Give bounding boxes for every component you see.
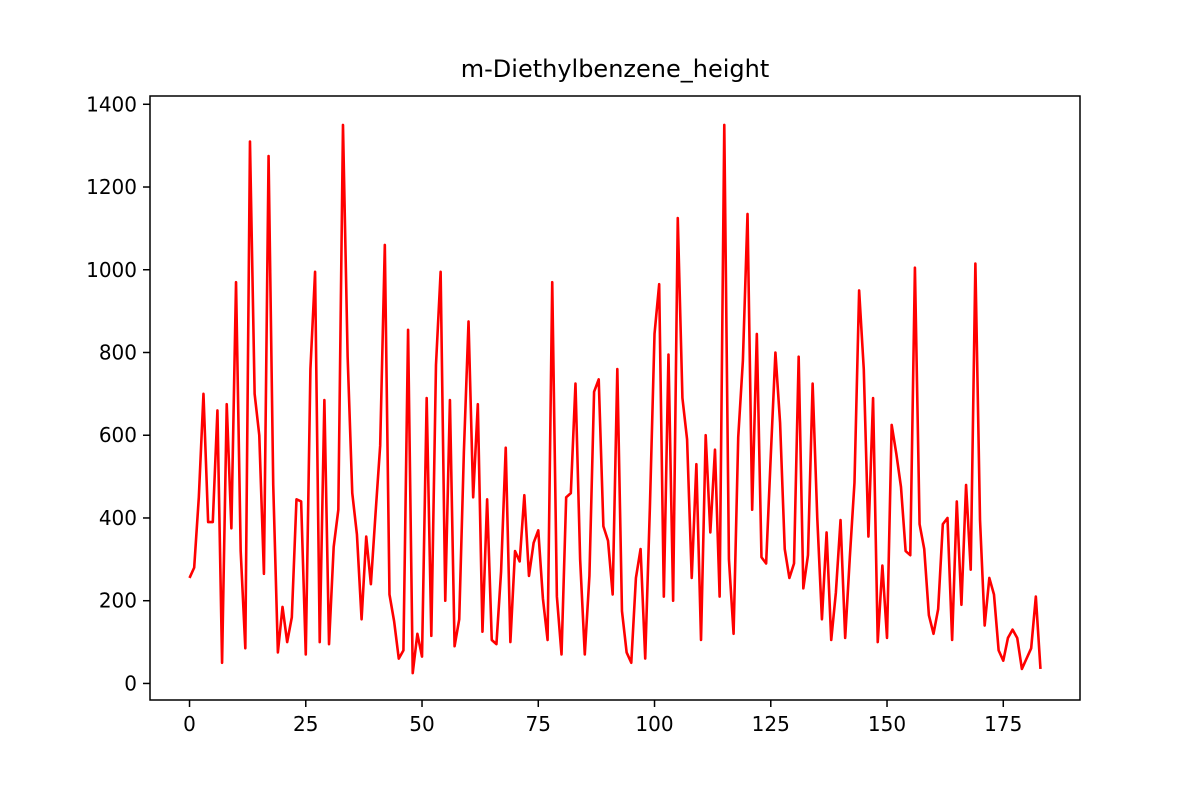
x-tick-label: 75 [526, 712, 551, 736]
y-tick-label: 400 [99, 506, 137, 530]
y-axis: 0 200 400 600 800 1000 1200 1400 [86, 92, 150, 695]
plot-frame [149, 95, 1081, 701]
y-tick-label: 1400 [86, 92, 137, 116]
x-tick-label: 150 [868, 712, 906, 736]
x-tick-label: 125 [752, 712, 790, 736]
y-tick-label: 1200 [86, 175, 137, 199]
chart-title: m-Diethylbenzene_height [461, 55, 770, 83]
x-tick-label: 25 [293, 712, 318, 736]
y-tick-label: 600 [99, 423, 137, 447]
x-tick-label: 0 [183, 712, 196, 736]
y-tick-label: 1000 [86, 258, 137, 282]
series-line [188, 123, 1042, 675]
x-tick-label: 50 [409, 712, 434, 736]
y-tick-label: 200 [99, 589, 137, 613]
y-tick-label: 0 [124, 671, 137, 695]
x-tick-label: 100 [635, 712, 673, 736]
x-tick-label: 175 [984, 712, 1022, 736]
y-tick-label: 800 [99, 340, 137, 364]
x-axis: 0 25 50 75 100 125 150 175 [183, 700, 1022, 736]
